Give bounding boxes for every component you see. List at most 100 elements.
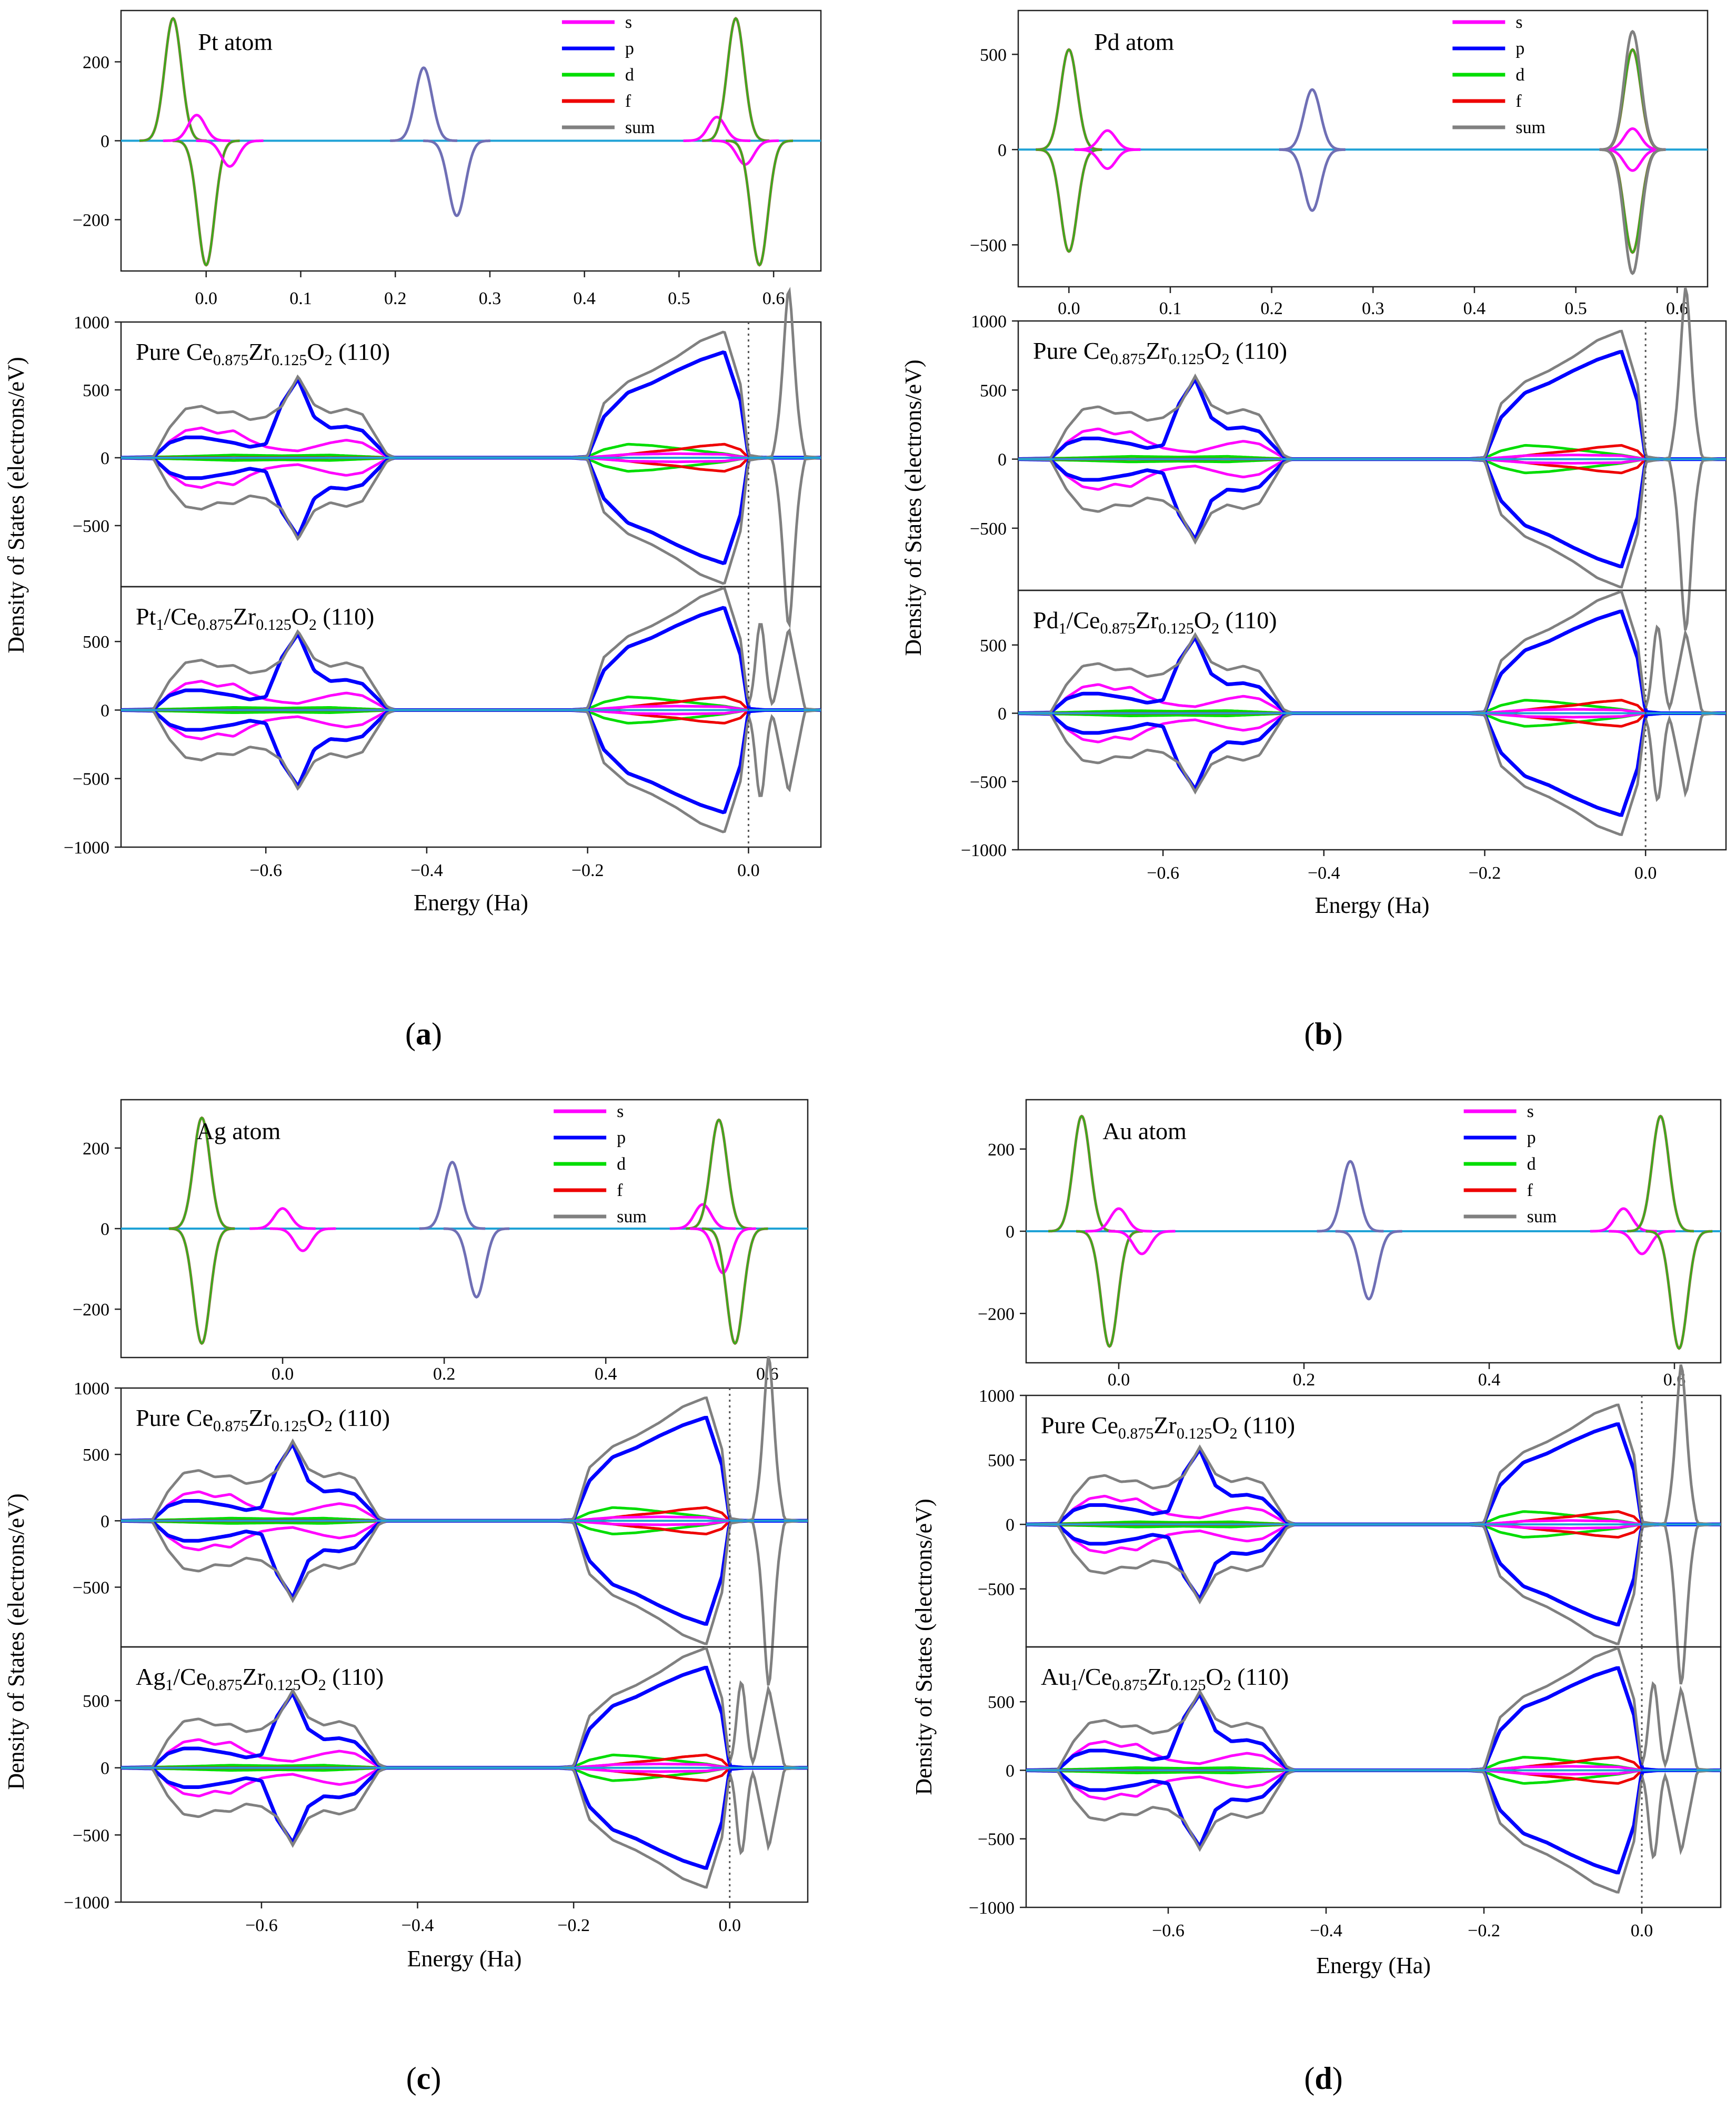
slab-title-part: 0.125: [272, 1418, 307, 1435]
slab-ytick-label: 0: [101, 449, 109, 468]
atom-peak-d-overlay: [168, 1228, 235, 1344]
atom-peak-p: [1335, 1230, 1402, 1301]
atom-peak-s-overlay: [1590, 1208, 1657, 1232]
legend-label-p: p: [625, 39, 634, 58]
slab-xtick-label: −0.4: [1308, 863, 1340, 883]
slab-title-part: Pure Ce: [1041, 1412, 1118, 1439]
caption-letter: d: [1314, 2061, 1332, 2096]
atom-peak-s-overlay: [711, 140, 779, 165]
slab-ytick-label: −500: [978, 1580, 1015, 1600]
caption-paren: ): [1332, 2061, 1343, 2096]
slab-title-part: 1: [156, 616, 164, 634]
atom-peak-sum: [1599, 148, 1666, 275]
slab-xtick-label: −0.4: [410, 861, 443, 880]
legend-label-d: d: [625, 65, 634, 85]
slab-subplot-middle: −500 0 500 1000 Pure Ce0.875Zr0.125O2 (110): [978, 1364, 1722, 1685]
caption-paren: (: [1304, 2061, 1314, 2096]
legend-label-sum: sum: [1516, 118, 1546, 137]
slab-ytick-label: 500: [83, 632, 109, 652]
slab-title-part: /Ce: [173, 1663, 207, 1690]
atom-peak-d: [1645, 1230, 1713, 1350]
slab-title-part: 2: [1223, 1676, 1231, 1694]
legend-label-f: f: [1527, 1181, 1533, 1200]
atom-ytick-label: 0: [101, 132, 109, 152]
slab-title-part: Zr: [233, 603, 256, 630]
slab-ytick-label: −500: [73, 1578, 109, 1597]
slab-xtick-label: −0.2: [571, 861, 604, 880]
atom-peak-d-overlay: [1627, 1115, 1694, 1232]
atom-peak-sum: [1599, 29, 1666, 151]
atom-ytick-label: 200: [83, 53, 109, 73]
legend-label-sum: sum: [625, 118, 655, 137]
slab-curve-p: [121, 456, 821, 565]
panel-caption: (d): [1304, 2061, 1342, 2096]
slab-title-part: 2: [1211, 620, 1219, 637]
atom-ytick-label: −500: [970, 236, 1007, 255]
slab-xtick-label: −0.6: [249, 861, 282, 880]
atom-peak-s: [249, 1207, 316, 1230]
atom-xtick-label: 0.4: [1478, 1370, 1501, 1390]
atom-peak-s-overlay: [196, 140, 264, 167]
slab-title-part: O: [1212, 1412, 1229, 1439]
slab-title-part: 0.125: [272, 351, 307, 369]
slab-ytick-label: −1000: [64, 1893, 109, 1913]
slab-ytick-label: −500: [970, 772, 1007, 792]
caption-paren: (: [406, 2061, 417, 2096]
slab-title-part: 1: [165, 1676, 173, 1694]
atom-ytick-label: 0: [1006, 1222, 1015, 1242]
caption-paren: ): [430, 2061, 441, 2096]
slab-title-part: Pure Ce: [136, 1404, 213, 1431]
slab-title-part: 0.125: [1158, 620, 1194, 637]
slab-title-part: 2: [309, 616, 317, 634]
slab-ytick-label: 500: [83, 1692, 109, 1711]
atom-peak-p: [1279, 148, 1346, 212]
slab-xtick-label: 0.0: [1634, 863, 1657, 883]
slab-title-part: /Ce: [164, 603, 197, 630]
atom-ytick-label: 0: [101, 1220, 109, 1239]
panel-caption: (b): [1304, 1017, 1342, 1051]
atom-peak-s-overlay: [1085, 1208, 1152, 1232]
slab-ytick-label: −1000: [969, 1898, 1015, 1918]
slab-title-part: 0.125: [256, 616, 292, 634]
panel-caption: (a): [405, 1017, 442, 1051]
slab-ytick-label: 0: [101, 1512, 109, 1531]
slab-ytick-label: 0: [101, 1759, 109, 1778]
slab-curve-p: [121, 1766, 808, 1870]
slab-title-part: 2: [1230, 1425, 1238, 1442]
slab-title-part: Zr: [248, 338, 271, 365]
slab-title-part: Au: [1041, 1663, 1070, 1690]
slab-xtick-label: −0.2: [1469, 863, 1501, 883]
slab-curve-d: [1026, 1756, 1721, 1772]
atom-ytick-label: 500: [980, 45, 1007, 65]
slab-ytick-label: 500: [988, 1693, 1015, 1712]
atom-xtick-label: 0.5: [1564, 299, 1587, 318]
atom-peak-d-overlay: [1599, 149, 1666, 253]
y-axis-label: Density of States (electrons/eV): [3, 1493, 29, 1790]
slab-ytick-label: −500: [73, 770, 109, 789]
slab-title-part: O: [1194, 607, 1211, 634]
legend-label-f: f: [1516, 92, 1522, 111]
atom-peak-d: [1036, 148, 1102, 253]
slab-ytick-label: 500: [980, 636, 1007, 656]
slab-frame: [120, 1646, 809, 1903]
slab-title-part: (110): [333, 338, 390, 365]
slab-curve-p: [121, 1519, 808, 1626]
legend-label-s: s: [625, 13, 632, 32]
atom-peak-d: [172, 139, 240, 267]
legend-label-s: s: [617, 1102, 624, 1121]
slab-title-part: O: [307, 1404, 324, 1431]
slab-title-part: 0.875: [1112, 1676, 1148, 1694]
atom-ytick-label: 200: [988, 1140, 1015, 1160]
slab-ytick-label: 500: [980, 381, 1007, 400]
slab-curve-p: [1018, 711, 1726, 817]
slab-title: Pure Ce0.875Zr0.125O2 (110): [136, 1404, 390, 1435]
slab-title-part: (110): [1231, 1663, 1289, 1690]
caption-paren: ): [1332, 1017, 1343, 1051]
slab-curve-d: [1026, 1769, 1721, 1785]
slab-curve-sum: [121, 587, 821, 711]
slab-curve-p: [1018, 457, 1726, 568]
atom-xtick-label: 0.2: [384, 289, 407, 308]
